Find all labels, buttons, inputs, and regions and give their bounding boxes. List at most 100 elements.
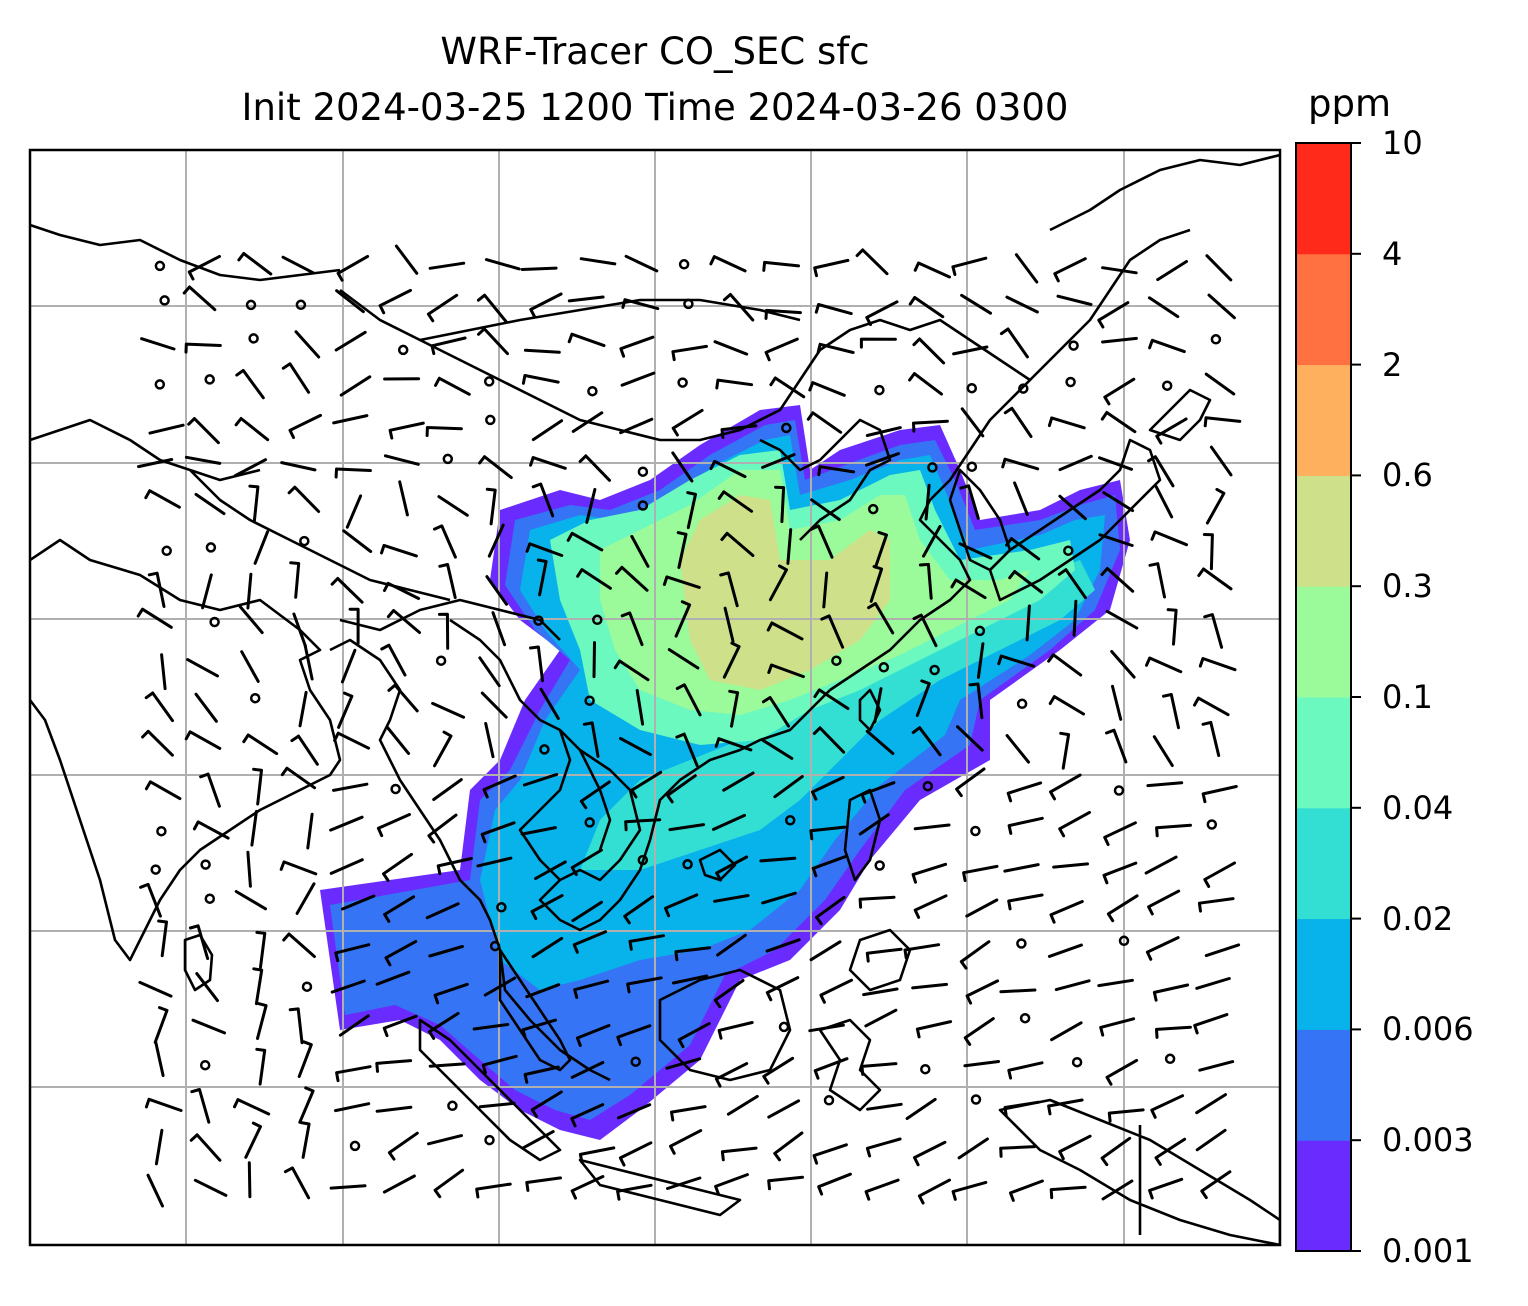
wind-barb bbox=[662, 575, 701, 589]
wind-barb bbox=[911, 862, 948, 884]
wind-barb bbox=[619, 417, 654, 435]
wind-barb bbox=[1155, 823, 1192, 838]
wind-barb bbox=[873, 687, 883, 724]
wind-barb bbox=[786, 528, 793, 565]
wind-barb bbox=[1097, 978, 1134, 988]
colorbar-tick-label: 0.04 bbox=[1382, 788, 1454, 827]
wind-barb bbox=[809, 825, 847, 841]
wind-barb bbox=[387, 683, 419, 713]
wind-barb bbox=[530, 894, 564, 921]
wind-barb bbox=[709, 255, 747, 273]
calm-wind-circle bbox=[637, 854, 649, 866]
wind-barb bbox=[616, 1103, 652, 1120]
coastline-china-east bbox=[829, 228, 1191, 692]
wind-barb bbox=[283, 1166, 311, 1200]
wind-barb bbox=[869, 565, 884, 603]
calm-wind-circle bbox=[1016, 698, 1028, 710]
wind-barb bbox=[491, 611, 507, 647]
wind-barb bbox=[184, 342, 222, 354]
wind-barb bbox=[571, 411, 604, 433]
calm-wind-circle bbox=[156, 825, 167, 837]
wind-barb bbox=[255, 930, 267, 969]
wind-barb bbox=[1101, 266, 1138, 275]
colorbar-segment bbox=[1296, 475, 1351, 587]
wind-barb bbox=[713, 340, 749, 356]
wind-barb bbox=[956, 725, 984, 752]
wind-barb bbox=[287, 485, 321, 513]
wind-barb bbox=[525, 983, 561, 999]
wind-barb bbox=[1203, 613, 1224, 649]
wind-barb bbox=[677, 1022, 711, 1049]
wind-barb bbox=[427, 1011, 460, 1040]
wind-barb bbox=[1148, 1177, 1184, 1200]
colorbar-segment bbox=[1296, 697, 1351, 809]
wind-barb bbox=[858, 895, 896, 909]
wind-barb bbox=[1058, 494, 1087, 521]
wind-barb bbox=[191, 1018, 226, 1035]
coastline-borneo bbox=[658, 968, 792, 1082]
calm-wind-circle bbox=[205, 542, 217, 553]
wind-barb bbox=[342, 529, 373, 553]
wind-barb bbox=[1101, 336, 1138, 344]
wind-barb bbox=[722, 293, 755, 322]
wind-barb bbox=[719, 571, 739, 608]
wind-barb bbox=[669, 1129, 703, 1155]
wind-barb bbox=[963, 1060, 1001, 1068]
calm-wind-circle bbox=[778, 1021, 790, 1033]
wind-barb bbox=[671, 344, 708, 362]
calm-wind-circle bbox=[678, 259, 690, 270]
wind-barb bbox=[253, 530, 270, 565]
colorbar-tick-label: 0.003 bbox=[1382, 1121, 1474, 1160]
wind-barb bbox=[521, 374, 560, 385]
wind-barb bbox=[398, 480, 409, 517]
wind-barb bbox=[810, 498, 841, 521]
wind-barb bbox=[715, 855, 749, 882]
calm-wind-circle bbox=[435, 655, 447, 666]
wind-barb bbox=[240, 650, 260, 683]
colorbar-segment bbox=[1296, 253, 1351, 366]
wind-barb bbox=[1145, 936, 1180, 961]
wind-barb bbox=[332, 414, 369, 425]
wind-barb bbox=[819, 978, 853, 1004]
wind-barb bbox=[299, 1121, 311, 1159]
wind-barb bbox=[246, 850, 252, 888]
wind-barb bbox=[767, 663, 805, 679]
wind-barb bbox=[959, 484, 980, 520]
wind-barb bbox=[955, 767, 986, 798]
wind-barb bbox=[874, 530, 888, 569]
wind-barb bbox=[1098, 533, 1134, 547]
border-indochina-inner bbox=[518, 729, 572, 881]
coastline-hokkaido bbox=[1148, 388, 1212, 442]
calm-wind-circle bbox=[677, 377, 688, 388]
calm-wind-circle bbox=[1210, 334, 1222, 345]
wind-barb bbox=[146, 1173, 164, 1208]
wind-barb bbox=[1204, 943, 1241, 958]
wind-barb bbox=[816, 342, 855, 354]
wind-barb bbox=[329, 1184, 367, 1190]
wind-barb bbox=[570, 848, 603, 876]
wind-barb bbox=[958, 542, 993, 560]
wind-barb bbox=[1197, 567, 1233, 591]
wind-barb bbox=[960, 407, 985, 438]
wind-barb bbox=[957, 1137, 989, 1160]
calm-wind-circle bbox=[1018, 383, 1029, 394]
wind-barb bbox=[383, 454, 420, 466]
calm-wind-circle bbox=[295, 299, 307, 311]
colorbar-tick-label: 10 bbox=[1382, 124, 1423, 162]
wind-barb bbox=[860, 781, 896, 804]
wind-barb bbox=[626, 976, 663, 994]
wind-barb bbox=[671, 408, 704, 437]
colorbar-segment bbox=[1296, 918, 1351, 1030]
wind-barb bbox=[864, 1008, 898, 1028]
wind-barb bbox=[192, 820, 230, 840]
wind-barb bbox=[1110, 650, 1136, 679]
wind-barb bbox=[1052, 862, 1089, 869]
wind-barb bbox=[433, 524, 457, 559]
wind-barb bbox=[817, 1172, 852, 1196]
wind-barb bbox=[765, 938, 801, 953]
colorbar bbox=[1295, 142, 1361, 1252]
wind-barb bbox=[333, 731, 371, 750]
wind-barb bbox=[570, 1103, 605, 1128]
wind-barb bbox=[575, 1024, 611, 1047]
wind-barb bbox=[908, 372, 943, 396]
